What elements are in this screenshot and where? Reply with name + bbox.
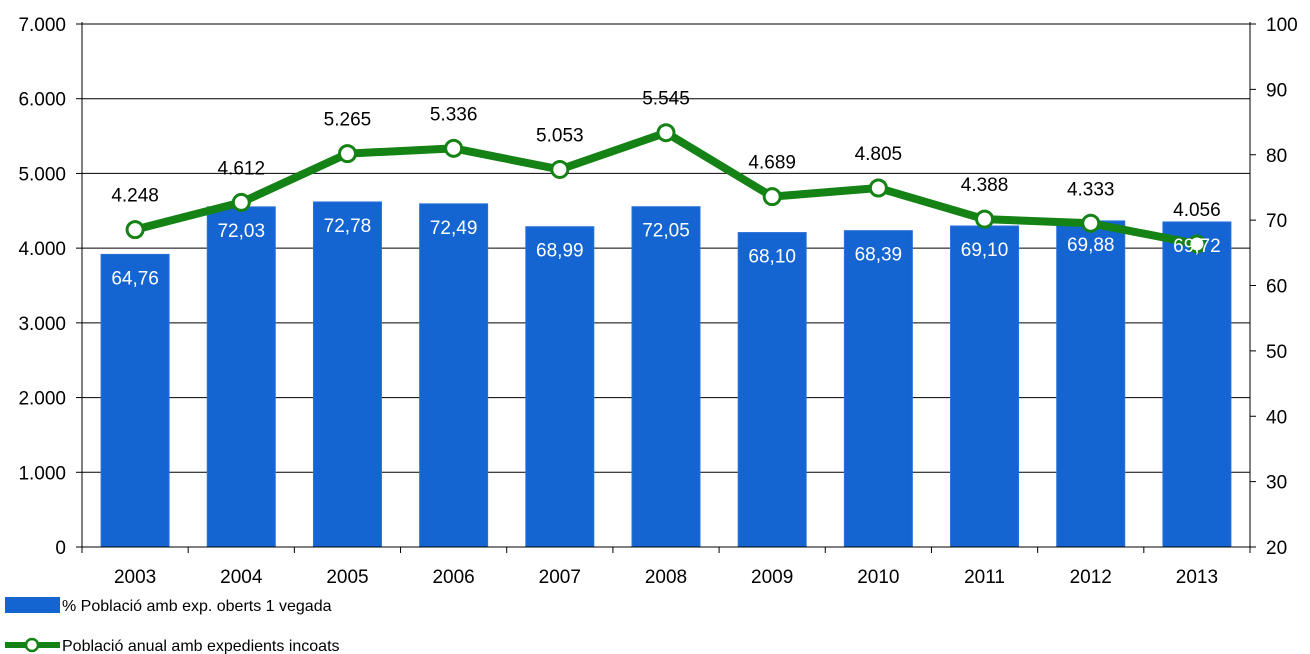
line-point [975,209,995,229]
x-axis-tick-label: 2013 [1176,567,1218,588]
line-point [1187,234,1207,254]
line-point [762,187,782,207]
left-axis-tick-label: 5.000 [18,164,66,185]
bar-data-label: 69,72 [1173,236,1221,257]
bar [206,206,276,548]
bar [631,206,701,548]
right-axis-tick-label: 70 [1266,211,1287,232]
bar-data-label: 68,10 [748,247,796,268]
data-labels: 64,76 72,03 72,78 72,49 68,99 72,05 68,10 68,39… [111,89,1220,290]
right-axis-tick-label: 20 [1266,538,1287,559]
line-data-label: 5.053 [536,125,584,146]
line-data-label: 5.545 [642,89,690,110]
x-axis-tick-label: 2011 [964,567,1005,588]
bar [1056,220,1126,548]
legend-swatch-marker [24,637,40,653]
bar-data-label: 69,88 [1067,235,1115,256]
bar [419,203,489,548]
legend: % Població amb exp. oberts 1 vegada Pobl… [5,597,340,654]
right-axis-tick-label: 100 [1266,15,1298,36]
right-axis-tick-label: 30 [1266,473,1287,494]
bar-data-label: 72,05 [642,221,690,242]
bar [950,225,1020,548]
line-data-label: 4.689 [748,153,796,174]
line-point [444,138,464,158]
bar [525,226,595,548]
x-axis-tick-label: 2004 [220,567,263,588]
bar-series [100,201,1232,548]
bar-data-label: 68,39 [855,245,903,266]
left-axis-tick-label: 7.000 [18,15,66,36]
bar-data-label: 72,78 [324,216,372,237]
left-axis-tick-label: 3.000 [18,314,66,335]
legend-item-bars: % Població amb exp. oberts 1 vegada [5,597,332,615]
line-data-label: 4.056 [1173,200,1221,221]
x-axis-tick-label: 2009 [751,567,793,588]
left-axis-tick-label: 6.000 [18,90,66,111]
left-axis-tick-label: 4.000 [18,239,66,260]
bar-data-label: 64,76 [111,268,159,289]
right-axis-tick-label: 90 [1266,80,1287,101]
line-point [1081,213,1101,233]
x-axis-tick-label: 2003 [114,567,156,588]
line-point [231,192,251,212]
bar-data-label: 72,49 [430,218,478,239]
line-point [125,220,145,240]
line-point [550,159,570,179]
bar-data-label: 68,99 [536,241,584,262]
line-data-label: 5.336 [430,104,478,125]
line-data-label: 5.265 [324,110,372,131]
left-axis-tick-label: 2.000 [18,389,66,410]
line-data-label: 4.333 [1067,179,1115,200]
right-axis-tick-label: 50 [1266,342,1287,363]
line-data-label: 4.612 [217,158,265,179]
line-point [337,144,357,164]
bar [843,230,913,548]
line-series [125,123,1207,254]
x-axis-tick-label: 2010 [857,567,899,588]
axes: 0 1.000 2.000 3.000 4.000 5.000 6.000 7.000 20 30… [18,15,1297,588]
line-point [656,123,676,143]
line-point [868,178,888,198]
left-axis-tick-label: 0 [55,538,66,559]
bar-data-label: 69,10 [961,240,1009,261]
x-axis-tick-label: 2005 [326,567,368,588]
right-axis-tick-label: 40 [1266,407,1287,428]
legend-label-bars: % Població amb exp. oberts 1 vegada [62,598,332,615]
legend-label-line: Població anual amb expedients incoats [62,638,340,654]
legend-swatch-bars [5,597,60,613]
bar [737,232,807,548]
right-axis-tick-label: 80 [1266,146,1287,167]
bar-data-label: 72,03 [217,221,265,242]
legend-item-line: Població anual amb expedients incoats [5,637,340,654]
bar [312,201,382,548]
line-data-label: 4.805 [855,144,903,165]
left-axis-tick-label: 1.000 [18,463,66,484]
bar [1162,221,1232,548]
right-axis-tick-label: 60 [1266,277,1287,298]
x-axis-tick-label: 2006 [432,567,474,588]
x-axis-tick-label: 2008 [645,567,687,588]
bar [100,253,170,548]
x-axis-tick-label: 2007 [539,567,581,588]
line-data-label: 4.388 [961,175,1009,196]
x-axis-tick-label: 2012 [1070,567,1112,588]
line-data-label: 4.248 [111,186,159,207]
